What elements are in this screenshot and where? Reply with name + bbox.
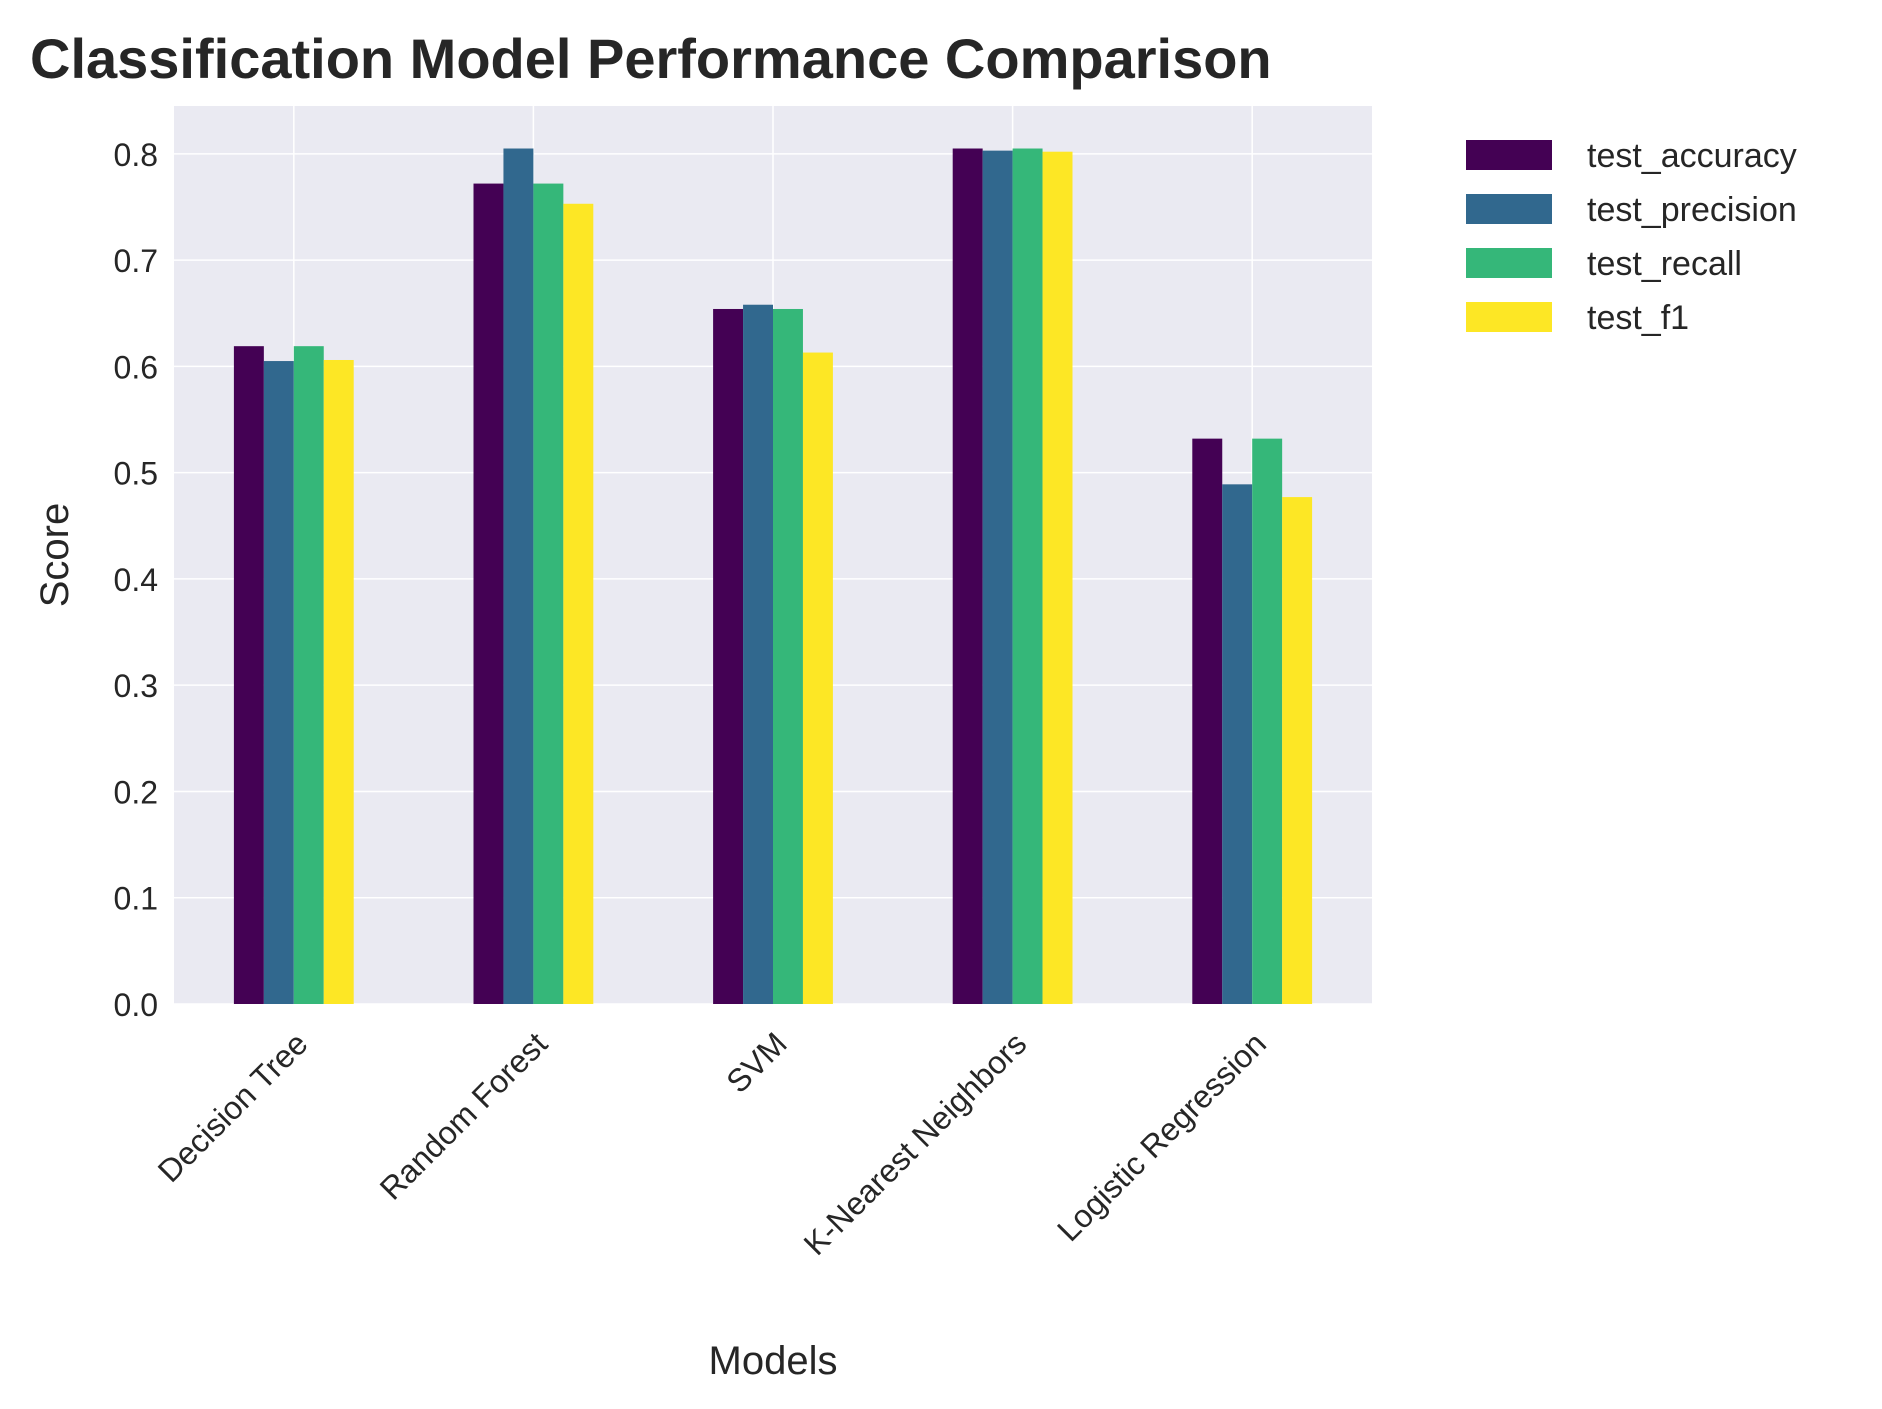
bar-test_accuracy-svm — [713, 308, 744, 1005]
legend-swatch-test_f1 — [1466, 302, 1552, 332]
bar-test_f1-k-nearest-neighbors — [1042, 151, 1073, 1005]
bar-test_recall-random-forest — [533, 183, 564, 1004]
legend-swatch-test_precision — [1466, 194, 1552, 224]
legend-label-test_accuracy: test_accuracy — [1587, 137, 1797, 175]
y-tick-label: 0.2 — [114, 774, 158, 810]
bar-test_precision-decision-tree — [263, 361, 294, 1005]
bar-test_precision-k-nearest-neighbors — [982, 150, 1013, 1004]
y-tick-label: 0.6 — [114, 349, 158, 385]
y-tick-label: 0.3 — [114, 668, 158, 704]
bar-test_recall-k-nearest-neighbors — [1012, 148, 1043, 1004]
bar-test_precision-svm — [743, 304, 773, 1004]
bar-test_precision-logistic-regression — [1222, 484, 1253, 1004]
y-tick-label: 0.4 — [114, 562, 158, 598]
bar-test_accuracy-k-nearest-neighbors — [952, 148, 983, 1004]
y-tick-label: 0.7 — [114, 243, 158, 279]
y-axis-ticks: 0.0 0.1 0.2 0.3 0.4 0.5 0.6 0.7 0.8 — [114, 137, 158, 1023]
bar-test_recall-svm — [773, 308, 803, 1005]
legend-label-test_precision: test_precision — [1587, 191, 1797, 229]
bar-test_recall-logistic-regression — [1252, 438, 1283, 1004]
y-tick-label: 0.5 — [114, 456, 158, 492]
chart-title: Classification Model Performance Compari… — [30, 27, 1272, 90]
bar-test_f1-decision-tree — [323, 359, 354, 1004]
legend: test_accuracy test_precision test_recallte… — [1466, 137, 1797, 337]
y-axis-label: Score — [33, 503, 77, 608]
y-tick-label: 0.1 — [114, 881, 158, 917]
bar-test_precision-random-forest — [503, 148, 534, 1004]
y-tick-label: 0.8 — [114, 137, 158, 173]
legend-swatch-test_accuracy — [1466, 140, 1552, 170]
y-tick-label: 0.0 — [114, 987, 158, 1023]
bar-test_f1-logistic-regression — [1282, 497, 1313, 1004]
bar-test_f1-svm — [802, 352, 833, 1004]
bar-test_f1-random-forest — [563, 203, 594, 1005]
bars — [233, 148, 1313, 1005]
bar-test_accuracy-logistic-regression — [1192, 438, 1223, 1004]
legend-label-test_recall: test_recall — [1587, 245, 1742, 283]
bar-test_accuracy-random-forest — [473, 183, 504, 1004]
legend-swatch-test_recall — [1466, 248, 1552, 278]
bar-test_recall-decision-tree — [293, 346, 324, 1004]
bar-test_accuracy-decision-tree — [233, 346, 264, 1004]
legend-label-test_f1: test_f1 — [1587, 299, 1689, 337]
x-axis-label: Models — [709, 1339, 838, 1383]
